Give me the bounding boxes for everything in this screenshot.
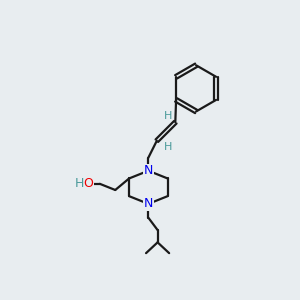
Text: H: H — [164, 142, 172, 152]
Text: O: O — [83, 177, 93, 190]
Text: H: H — [164, 111, 172, 121]
Text: N: N — [144, 197, 153, 210]
Text: N: N — [144, 164, 153, 177]
Text: H: H — [75, 177, 85, 190]
